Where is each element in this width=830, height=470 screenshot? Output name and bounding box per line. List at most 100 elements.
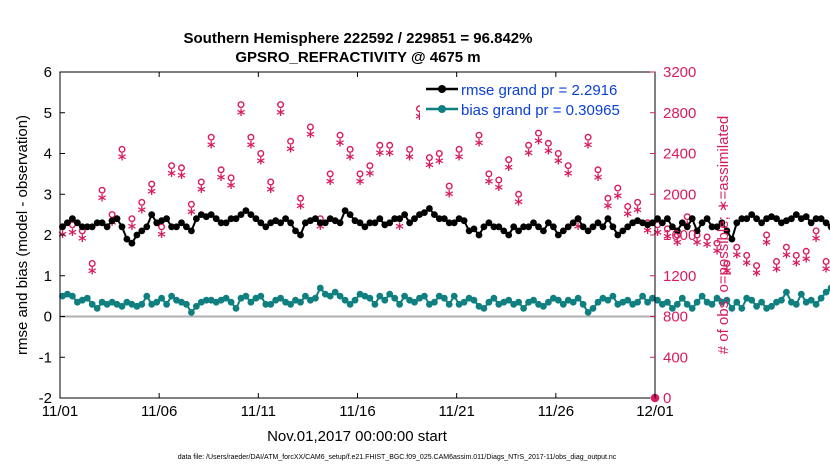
bias-point-83 (470, 296, 478, 304)
obs-possible-point-68 (733, 243, 741, 251)
rmse-point-93 (520, 223, 527, 231)
rmse-point-86 (485, 219, 493, 227)
chart-title-line2: GPSRO_REFRACTIVITY @ 4675 m (235, 49, 480, 66)
bias-point-62 (366, 294, 374, 302)
bias-point-5 (83, 294, 91, 302)
rmse-point-3 (74, 219, 81, 227)
obs-assimilated-point-10: * (157, 227, 166, 246)
rmse-point-154 (822, 219, 830, 227)
rmse-point-66 (386, 219, 394, 227)
bias-point-35 (232, 305, 240, 312)
obs-assimilated-point-0: * (58, 227, 67, 246)
chart-title-line1: Southern Hemisphere 222592 / 229851 = 96… (184, 30, 533, 47)
rmse-point-95 (530, 219, 537, 227)
bias-point-71 (411, 298, 418, 306)
bias-point-122 (664, 298, 671, 306)
bias-point-27 (193, 302, 200, 310)
rmse-point-9 (103, 223, 111, 231)
obs-assimilated-point-67: * (723, 264, 732, 283)
right-y-tick-label-4: 1600 (663, 227, 696, 244)
rmse-point-119 (649, 219, 656, 227)
obs-assimilated-point-22: * (276, 105, 285, 124)
bias-point-153 (817, 294, 825, 302)
obs-possible-series (59, 94, 830, 403)
rmse-point-127 (688, 215, 696, 223)
obs-assimilated-point-47: * (524, 146, 533, 165)
obs-assimilated-point-69: * (743, 256, 752, 275)
bias-point-16 (138, 300, 146, 308)
rmse-point-111 (609, 223, 617, 231)
bias-point-42 (267, 300, 275, 308)
obs-assimilated-point-76: * (812, 231, 821, 250)
obs-assimilated-point-46: * (514, 194, 523, 213)
obs-assimilated-point-55: * (604, 199, 613, 218)
rmse-point-26 (188, 227, 195, 235)
rmse-point-41 (262, 223, 270, 231)
obs-assimilated-point-16: * (217, 170, 226, 189)
obs-assimilated-point-48: * (534, 133, 543, 152)
obs-possible-point-31 (366, 162, 374, 170)
obs-assimilated-point-20: * (257, 154, 266, 173)
bias-point-103 (569, 298, 577, 306)
obs-possible-point-27 (326, 170, 334, 178)
obs-assimilated-point-30: * (356, 174, 365, 193)
rmse-point-14 (128, 239, 136, 247)
rmse-point-100 (554, 231, 562, 239)
rmse-point-22 (168, 223, 176, 231)
rmse-point-103 (569, 219, 577, 227)
rmse-point-44 (277, 219, 284, 227)
bias-point-148 (792, 300, 800, 308)
bias-point-58 (346, 300, 354, 308)
rmse-point-113 (619, 227, 627, 235)
bias-point-145 (778, 296, 785, 304)
rmse-point-153 (817, 215, 825, 223)
legend-bias-marker (438, 105, 446, 113)
left-y-tick-label-3: 1 (44, 268, 52, 285)
bias-point-111 (609, 292, 617, 300)
obs-assimilated-point-49: * (544, 144, 553, 163)
rmse-point-126 (683, 223, 691, 231)
rmse-point-17 (143, 223, 151, 231)
obs-possible-point-4 (98, 186, 106, 194)
bias-point-123 (669, 305, 676, 312)
bias-point-128 (693, 298, 701, 306)
bias-point-117 (639, 292, 646, 300)
obs-possible-point-14 (197, 178, 205, 186)
legend-rmse-marker (438, 85, 446, 93)
rmse-point-35 (232, 215, 240, 223)
obs-assimilated-point-72: * (772, 262, 781, 281)
rmse-series (59, 205, 830, 247)
obs-assimilated-point-45: * (505, 160, 514, 179)
obs-possible-point-53 (584, 133, 592, 141)
left-y-tick-label-5: 3 (44, 186, 52, 203)
obs-possible-point-44 (495, 176, 503, 184)
right-y-tick-label-0: 0 (663, 390, 671, 407)
rmse-point-79 (450, 219, 458, 227)
rmse-point-88 (495, 223, 503, 231)
obs-assimilated-point-4: * (98, 190, 107, 209)
obs-assimilated-point-14: * (197, 182, 206, 201)
rmse-point-53 (321, 219, 329, 227)
obs-assimilated-point-32: * (376, 146, 385, 165)
left-y-tick-label-0: -2 (39, 390, 52, 407)
rmse-point-85 (480, 223, 488, 231)
bias-point-22 (168, 292, 176, 300)
bias-point-56 (336, 292, 344, 300)
legend-box (420, 78, 648, 120)
obs-assimilated-point-51: * (564, 166, 573, 185)
bias-point-19 (153, 298, 161, 306)
rmse-point-51 (312, 215, 319, 223)
bias-point-49 (302, 292, 309, 300)
left-y-tick-label-8: 6 (44, 64, 52, 81)
obs-possible-point-6 (118, 145, 126, 153)
obs-assimilated-point-44: * (495, 180, 504, 199)
rmse-point-32 (217, 219, 225, 227)
rmse-point-5 (83, 223, 91, 231)
bias-point-135 (728, 305, 736, 312)
obs-assimilated-point-5: * (108, 215, 117, 234)
bias-point-127 (688, 305, 696, 312)
obs-possible-point-73 (782, 243, 790, 251)
rmse-point-67 (391, 215, 399, 223)
bias-point-105 (579, 300, 587, 308)
obs-assimilated-point-54: * (594, 170, 603, 189)
